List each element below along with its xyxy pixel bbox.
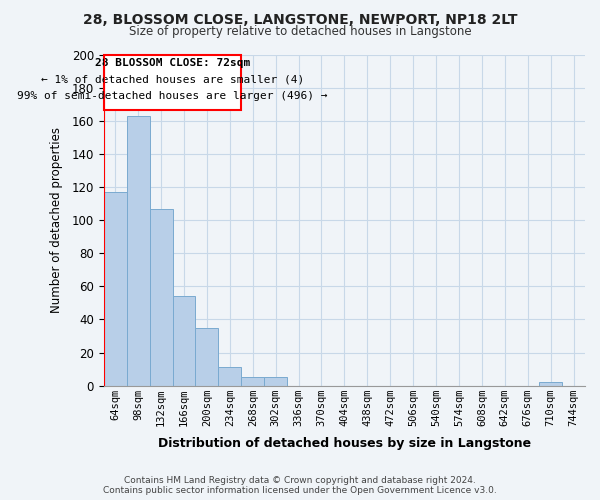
Bar: [241, 378, 264, 386]
Text: Size of property relative to detached houses in Langstone: Size of property relative to detached ho…: [128, 25, 472, 38]
Text: ← 1% of detached houses are smaller (4): ← 1% of detached houses are smaller (4): [41, 75, 304, 85]
Text: 99% of semi-detached houses are larger (496) →: 99% of semi-detached houses are larger (…: [17, 92, 328, 102]
Bar: [196, 328, 218, 386]
Bar: [127, 116, 149, 386]
Bar: [218, 368, 241, 386]
Y-axis label: Number of detached properties: Number of detached properties: [50, 128, 64, 314]
Bar: [149, 208, 173, 386]
FancyBboxPatch shape: [104, 55, 241, 110]
Bar: [264, 378, 287, 386]
Text: 28 BLOSSOM CLOSE: 72sqm: 28 BLOSSOM CLOSE: 72sqm: [95, 58, 250, 68]
X-axis label: Distribution of detached houses by size in Langstone: Distribution of detached houses by size …: [158, 437, 531, 450]
Bar: [104, 192, 127, 386]
Bar: [539, 382, 562, 386]
Text: Contains HM Land Registry data © Crown copyright and database right 2024.
Contai: Contains HM Land Registry data © Crown c…: [103, 476, 497, 495]
Bar: [173, 296, 196, 386]
Text: 28, BLOSSOM CLOSE, LANGSTONE, NEWPORT, NP18 2LT: 28, BLOSSOM CLOSE, LANGSTONE, NEWPORT, N…: [83, 12, 517, 26]
